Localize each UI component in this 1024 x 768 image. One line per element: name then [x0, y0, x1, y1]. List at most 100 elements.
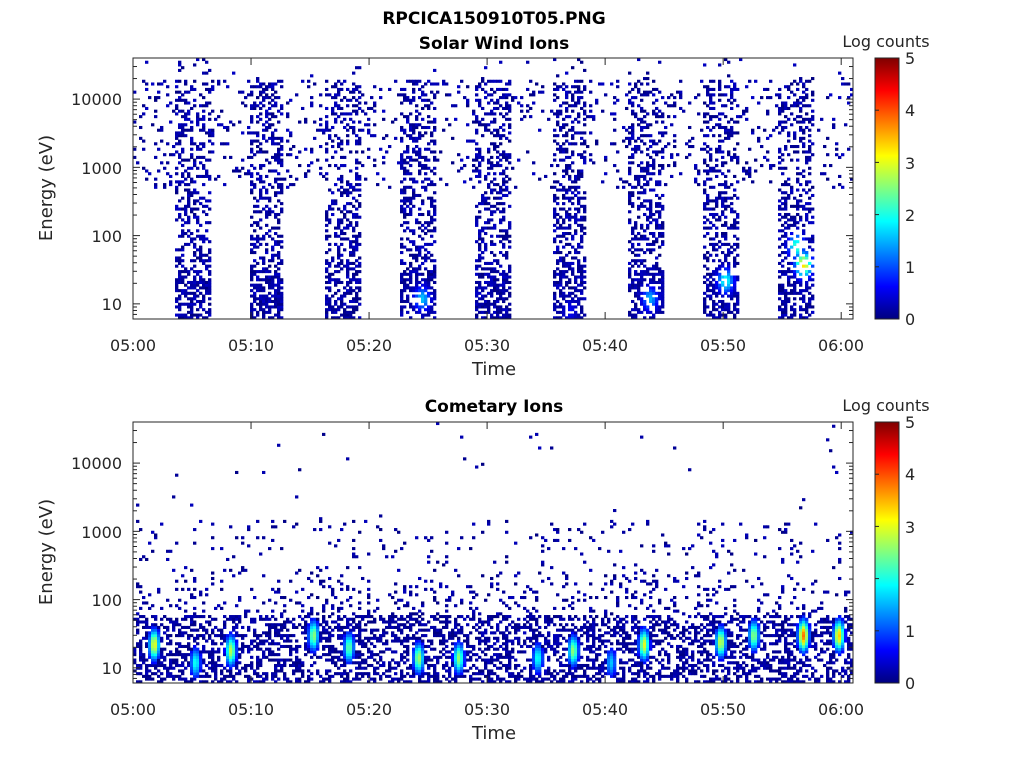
heatmap-cell — [226, 142, 230, 146]
heatmap-cell — [508, 79, 512, 83]
heatmap-cell — [466, 85, 470, 89]
heatmap-cell — [631, 131, 635, 135]
heatmap-cell — [241, 158, 245, 162]
heatmap-cell — [703, 85, 707, 89]
heatmap-cell — [484, 302, 488, 306]
heatmap-cell — [643, 93, 647, 97]
heatmap-cell — [787, 106, 791, 111]
heatmap-cell — [403, 196, 407, 200]
heatmap-cell — [346, 261, 350, 265]
heatmap-cell — [265, 204, 269, 208]
heatmap-cell — [802, 223, 806, 227]
heatmap-cell — [778, 297, 782, 301]
heatmap-cell — [505, 289, 509, 293]
heatmap-cell — [223, 142, 227, 146]
heatmap-cell — [229, 647, 233, 651]
heatmap-cell — [631, 299, 635, 304]
heatmap-cell — [778, 207, 782, 211]
heatmap-cell — [229, 680, 233, 684]
heatmap-cell — [673, 134, 677, 138]
heatmap-cell — [475, 316, 479, 320]
heatmap-cell — [352, 289, 356, 293]
heatmap-cell — [223, 666, 227, 670]
heatmap-cell — [637, 204, 641, 208]
heatmap-cell — [184, 291, 188, 295]
heatmap-cell — [256, 104, 260, 108]
heatmap-cell — [268, 96, 272, 100]
heatmap-cell — [715, 115, 719, 119]
heatmap-cell — [337, 188, 341, 192]
heatmap-cell — [202, 117, 206, 121]
heatmap-cell — [418, 153, 422, 157]
heatmap-cell — [793, 150, 797, 154]
heatmap-cell — [208, 90, 212, 94]
heatmap-cell — [652, 212, 656, 217]
heatmap-cell — [277, 109, 281, 113]
heatmap-cell — [433, 207, 437, 211]
heatmap-cell — [400, 313, 404, 317]
heatmap-cell — [559, 188, 563, 192]
heatmap-cell — [631, 185, 635, 189]
heatmap-cell — [346, 267, 350, 271]
heatmap-cell — [211, 631, 215, 635]
heatmap-cell — [343, 291, 347, 295]
heatmap-cell — [655, 272, 659, 276]
heatmap-cell — [784, 297, 788, 301]
heatmap-cell — [184, 289, 188, 293]
heatmap-cell — [220, 634, 224, 638]
heatmap-cell — [133, 147, 137, 151]
heatmap-cell — [133, 617, 137, 621]
heatmap-cell — [337, 270, 341, 274]
heatmap-cell — [199, 196, 203, 200]
heatmap-cell — [160, 663, 164, 668]
heatmap-cell — [154, 666, 158, 670]
heatmap-cell — [481, 229, 485, 233]
heatmap-cell — [142, 674, 146, 678]
heatmap-cell — [646, 218, 650, 222]
heatmap-cell — [565, 93, 569, 97]
heatmap-cell — [406, 199, 410, 203]
heatmap-cell — [250, 139, 254, 143]
heatmap-cell — [295, 93, 299, 97]
heatmap-cell — [352, 308, 356, 312]
heatmap-cell — [589, 109, 593, 113]
heatmap-cell — [580, 106, 584, 111]
heatmap-cell — [202, 601, 206, 605]
heatmap-cell — [811, 93, 815, 97]
heatmap-cell — [274, 283, 278, 287]
heatmap-cell — [655, 87, 659, 91]
heatmap-cell — [802, 207, 806, 211]
heatmap-cell — [388, 87, 392, 91]
heatmap-cell — [250, 620, 254, 624]
heatmap-cell — [190, 593, 194, 597]
heatmap-cell — [205, 174, 209, 178]
heatmap-cell — [439, 177, 443, 181]
heatmap-cell — [703, 191, 707, 195]
heatmap-cell — [142, 636, 146, 640]
heatmap-cell — [424, 286, 428, 290]
heatmap-cell — [337, 234, 341, 238]
heatmap-cell — [412, 267, 416, 271]
heatmap-cell — [190, 305, 194, 309]
heatmap-cell — [562, 310, 566, 314]
heatmap-cell — [643, 166, 647, 170]
heatmap-cell — [268, 207, 272, 211]
heatmap-cell — [190, 310, 194, 314]
heatmap-cell — [139, 585, 143, 589]
heatmap-cell — [733, 305, 737, 309]
heatmap-cell — [187, 615, 191, 619]
heatmap-cell — [634, 145, 638, 149]
heatmap-cell — [271, 237, 275, 241]
heatmap-cell — [358, 136, 362, 140]
heatmap-cell — [427, 120, 431, 124]
heatmap-cell — [718, 283, 722, 287]
heatmap-cell — [187, 204, 191, 208]
heatmap-cell — [787, 131, 791, 135]
heatmap-cell — [736, 104, 740, 108]
heatmap-cell — [703, 226, 707, 230]
heatmap-cell — [475, 142, 479, 146]
heatmap-cell — [730, 297, 734, 301]
heatmap-cell — [502, 308, 506, 312]
heatmap-cell — [736, 158, 740, 162]
heatmap-cell — [574, 248, 578, 252]
